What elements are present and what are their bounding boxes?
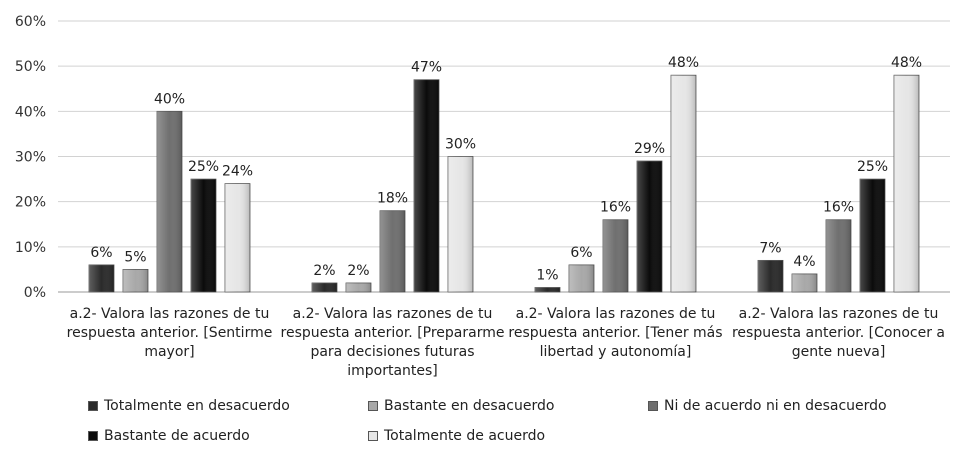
y-tick-label: 20% [15,195,46,211]
category-label: respuesta anterior. [Tener más [508,325,722,341]
category-label: a.2- Valora las razones de tu [739,306,939,322]
bar-bevel [448,156,473,292]
bar-bevel [123,269,148,292]
data-label: 48% [891,55,922,71]
y-tick-label: 30% [15,150,46,166]
legend-label: Bastante en desacuerdo [384,398,555,414]
y-tick-label: 60% [15,14,46,30]
legend: Totalmente en desacuerdo Bastante en des… [0,392,973,452]
category-label: a.2- Valora las razones de tu [293,306,493,322]
data-label: 7% [759,240,781,256]
data-label: 47% [411,60,442,76]
bar-bevel [157,111,182,292]
bar-bevel [191,179,216,292]
bar-bevel [346,282,371,292]
bar-bevel [312,282,337,292]
data-label: 24% [222,164,253,180]
data-label: 6% [90,245,112,261]
bar-chart: 0%10%20%30%40%50%60%6% 5%40%25% 24%a.2- Va… [15,14,950,379]
category-label: para decisiones futuras [310,344,474,360]
category-label: mayor] [144,344,194,360]
category-label: a.2- Valora las razones de tu [516,306,716,322]
data-label: 4% [793,254,815,270]
legend-item-totalmente-de-acuerdo: Totalmente de acuerdo [368,428,545,444]
category-label: libertad y autonomía] [540,344,692,360]
legend-label: Bastante de acuerdo [104,428,250,444]
legend-item-ni-de-acuerdo: Ni de acuerdo ni en desacuerdo [648,398,887,414]
bar-bevel [603,219,628,292]
bar-bevel [89,264,114,292]
legend-swatch [88,401,98,411]
legend-label: Totalmente en desacuerdo [104,398,290,414]
legend-label: Ni de acuerdo ni en desacuerdo [664,398,887,414]
bar-bevel [637,161,662,292]
y-tick-label: 40% [15,104,46,120]
data-label: 5% [124,249,146,265]
bar-bevel [225,183,250,292]
data-label: 1% [536,267,558,283]
bar-bevel [792,273,817,292]
y-tick-label: 10% [15,240,46,256]
data-label: 25% [857,159,888,175]
data-label: 2% [347,263,369,279]
data-label: 48% [668,55,699,71]
category-label: respuesta anterior. [Conocer a [732,325,945,341]
category-label: importantes] [347,363,438,379]
legend-item-bastante-de-acuerdo: Bastante de acuerdo [88,428,250,444]
data-label: 40% [154,91,185,107]
legend-swatch [88,431,98,441]
data-label: 6% [570,245,592,261]
bar-bevel [380,210,405,292]
bar-bevel [860,179,885,292]
category-label: respuesta anterior. [Sentirme [67,325,273,341]
legend-swatch [368,431,378,441]
bar-bevel [894,75,919,292]
category-label: gente nueva] [792,344,886,360]
data-label: 30% [445,137,476,153]
data-label: 25% [188,159,219,175]
bar-bevel [414,79,439,292]
data-label: 18% [377,191,408,207]
legend-item-bastante-en-desacuerdo: Bastante en desacuerdo [368,398,554,414]
data-label: 16% [600,200,631,216]
bar-bevel [671,75,696,292]
data-label: 16% [823,200,854,216]
data-label: 2% [313,263,335,279]
bar-bevel [569,264,594,292]
bar-bevel [758,260,783,292]
bar-bevel [535,287,560,292]
category-label: respuesta anterior. [Prepararme [281,325,505,341]
y-tick-label: 50% [15,59,46,75]
legend-swatch [368,401,378,411]
bar-bevel [826,219,851,292]
category-label: a.2- Valora las razones de tu [70,306,270,322]
legend-item-totalmente-en-desacuerdo: Totalmente en desacuerdo [88,398,290,414]
data-label: 29% [634,141,665,157]
legend-swatch [648,401,658,411]
legend-label: Totalmente de acuerdo [384,428,546,444]
y-tick-label: 0% [24,285,46,301]
